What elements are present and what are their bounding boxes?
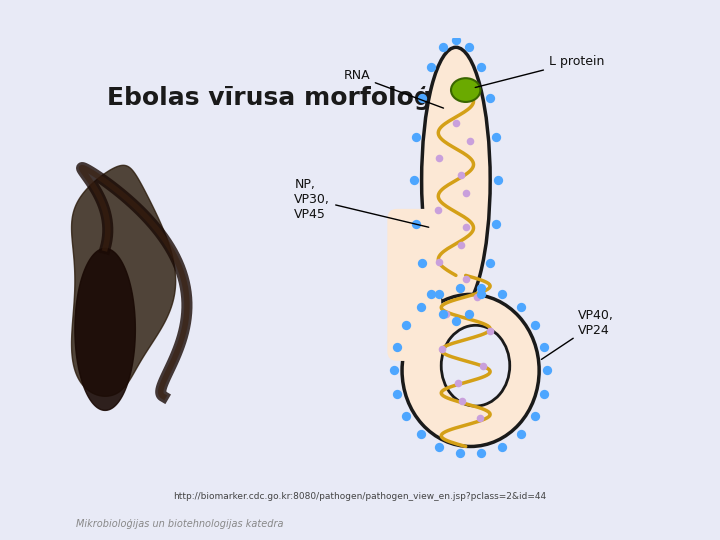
- Point: [433, 290, 445, 299]
- Point: [492, 176, 504, 185]
- Ellipse shape: [451, 78, 480, 102]
- Point: [529, 411, 541, 420]
- Point: [461, 188, 472, 197]
- Point: [408, 176, 420, 185]
- Point: [463, 42, 474, 51]
- Point: [529, 321, 541, 329]
- Point: [410, 133, 422, 141]
- Point: [440, 309, 451, 318]
- Text: Mikrobioloģijas un biotehnologijas katedra: Mikrobioloģijas un biotehnologijas kated…: [76, 519, 284, 529]
- Point: [400, 321, 412, 329]
- Point: [541, 366, 553, 375]
- Point: [476, 449, 487, 457]
- Point: [392, 342, 403, 351]
- Point: [490, 219, 502, 228]
- Point: [426, 290, 437, 299]
- Point: [416, 93, 428, 102]
- Point: [416, 259, 428, 267]
- Polygon shape: [71, 165, 176, 396]
- Point: [433, 258, 445, 266]
- Point: [456, 396, 467, 405]
- Point: [490, 133, 502, 141]
- Point: [485, 259, 496, 267]
- Point: [433, 442, 445, 451]
- Text: Ebolas vīrusa morfoloģija: Ebolas vīrusa morfoloģija: [107, 85, 466, 110]
- Point: [475, 62, 487, 71]
- Point: [515, 429, 526, 438]
- Point: [410, 219, 422, 228]
- Point: [484, 327, 495, 336]
- Ellipse shape: [422, 48, 490, 313]
- Point: [437, 42, 449, 51]
- Point: [450, 316, 462, 325]
- Point: [392, 390, 403, 399]
- Point: [538, 342, 549, 351]
- Point: [474, 414, 486, 422]
- Point: [415, 303, 426, 312]
- Point: [515, 303, 526, 312]
- Point: [497, 442, 508, 451]
- Point: [464, 136, 476, 145]
- Point: [497, 290, 508, 299]
- Text: http://biomarker.cdc.go.kr:8080/pathogen/pathogen_view_en.jsp?pclass=2&id=44: http://biomarker.cdc.go.kr:8080/pathogen…: [174, 492, 546, 501]
- Point: [471, 292, 482, 301]
- Text: VP40,
VP24: VP40, VP24: [541, 309, 614, 360]
- Point: [433, 154, 445, 163]
- Point: [454, 284, 466, 292]
- Point: [476, 284, 487, 292]
- Point: [433, 206, 444, 214]
- Text: NP,
VP30,
VP45: NP, VP30, VP45: [294, 178, 428, 227]
- Point: [463, 310, 474, 319]
- Point: [452, 379, 464, 388]
- Point: [461, 223, 472, 232]
- Polygon shape: [75, 248, 135, 410]
- Text: L protein: L protein: [475, 55, 604, 87]
- Point: [477, 362, 489, 370]
- Point: [437, 310, 449, 319]
- Point: [460, 275, 472, 284]
- Point: [426, 62, 437, 71]
- Point: [436, 345, 448, 353]
- Ellipse shape: [402, 294, 539, 447]
- Point: [485, 93, 496, 102]
- Point: [475, 290, 487, 299]
- Point: [456, 171, 467, 180]
- Point: [450, 36, 462, 44]
- Point: [389, 366, 400, 375]
- Point: [454, 449, 466, 457]
- Text: RNA: RNA: [343, 69, 444, 108]
- Point: [415, 429, 426, 438]
- Point: [450, 119, 462, 127]
- Point: [538, 390, 549, 399]
- FancyBboxPatch shape: [387, 209, 441, 361]
- Point: [456, 240, 467, 249]
- Point: [400, 411, 412, 420]
- Ellipse shape: [441, 325, 510, 406]
